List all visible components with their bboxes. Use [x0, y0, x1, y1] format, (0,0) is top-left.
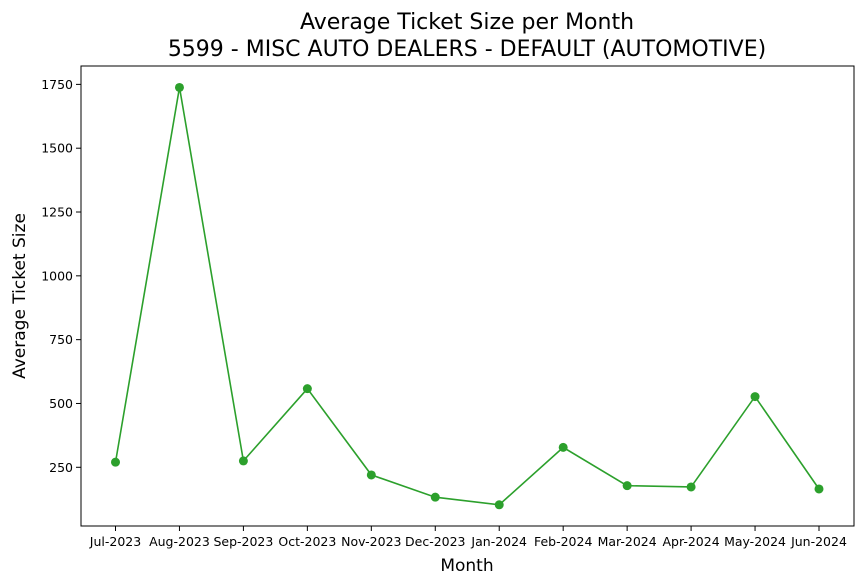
x-tick-label: Mar-2024 — [598, 534, 657, 549]
x-tick-label: Nov-2023 — [341, 534, 401, 549]
data-point — [814, 484, 824, 494]
chart-title-line-1: Average Ticket Size per Month — [300, 10, 634, 35]
series-line — [114, 87, 820, 506]
data-point — [111, 457, 120, 467]
data-point — [686, 482, 696, 492]
y-tick-label: 750 — [49, 332, 73, 347]
x-axis-label: Month — [440, 556, 493, 576]
x-tick-label: Oct-2023 — [278, 534, 336, 549]
data-point — [174, 82, 184, 92]
series-average-ticket-size — [111, 82, 824, 510]
x-tick-label: Sep-2023 — [213, 534, 273, 549]
data-point — [750, 392, 760, 402]
y-tick-label: 500 — [49, 396, 73, 411]
data-point — [494, 500, 504, 510]
x-tick-label: Jun-2024 — [790, 534, 847, 549]
x-tick-label: Jul-2023 — [89, 534, 141, 549]
data-point — [366, 470, 376, 480]
y-tick-label: 250 — [49, 460, 73, 475]
plot-area — [80, 65, 855, 527]
x-tick-label: Feb-2024 — [534, 534, 593, 549]
data-point — [558, 442, 568, 452]
x-axis: Jul-2023 Aug-2023 Sep-2023 Oct-2023 Nov-2023… — [89, 526, 847, 549]
y-tick-label: 1250 — [41, 205, 73, 220]
data-point — [430, 492, 440, 502]
chart-title-line-2: 5599 - MISC AUTO DEALERS - DEFAULT (AUTO… — [168, 37, 766, 62]
y-tick-label: 1750 — [41, 77, 73, 92]
x-tick-label: Jan-2024 — [470, 534, 527, 549]
x-tick-label: May-2024 — [724, 534, 786, 549]
y-axis-label: Average Ticket Size — [10, 213, 30, 379]
y-axis: 250 500 750 1000 1250 1500 1750 — [41, 77, 81, 475]
y-tick-label: 1500 — [41, 141, 73, 156]
data-point — [302, 384, 312, 394]
data-point — [238, 456, 248, 466]
y-tick-label: 1000 — [41, 268, 73, 283]
data-point — [622, 481, 632, 491]
x-tick-label: Apr-2024 — [663, 534, 720, 549]
x-tick-label: Aug-2023 — [149, 534, 210, 549]
x-tick-label: Dec-2023 — [405, 534, 466, 549]
